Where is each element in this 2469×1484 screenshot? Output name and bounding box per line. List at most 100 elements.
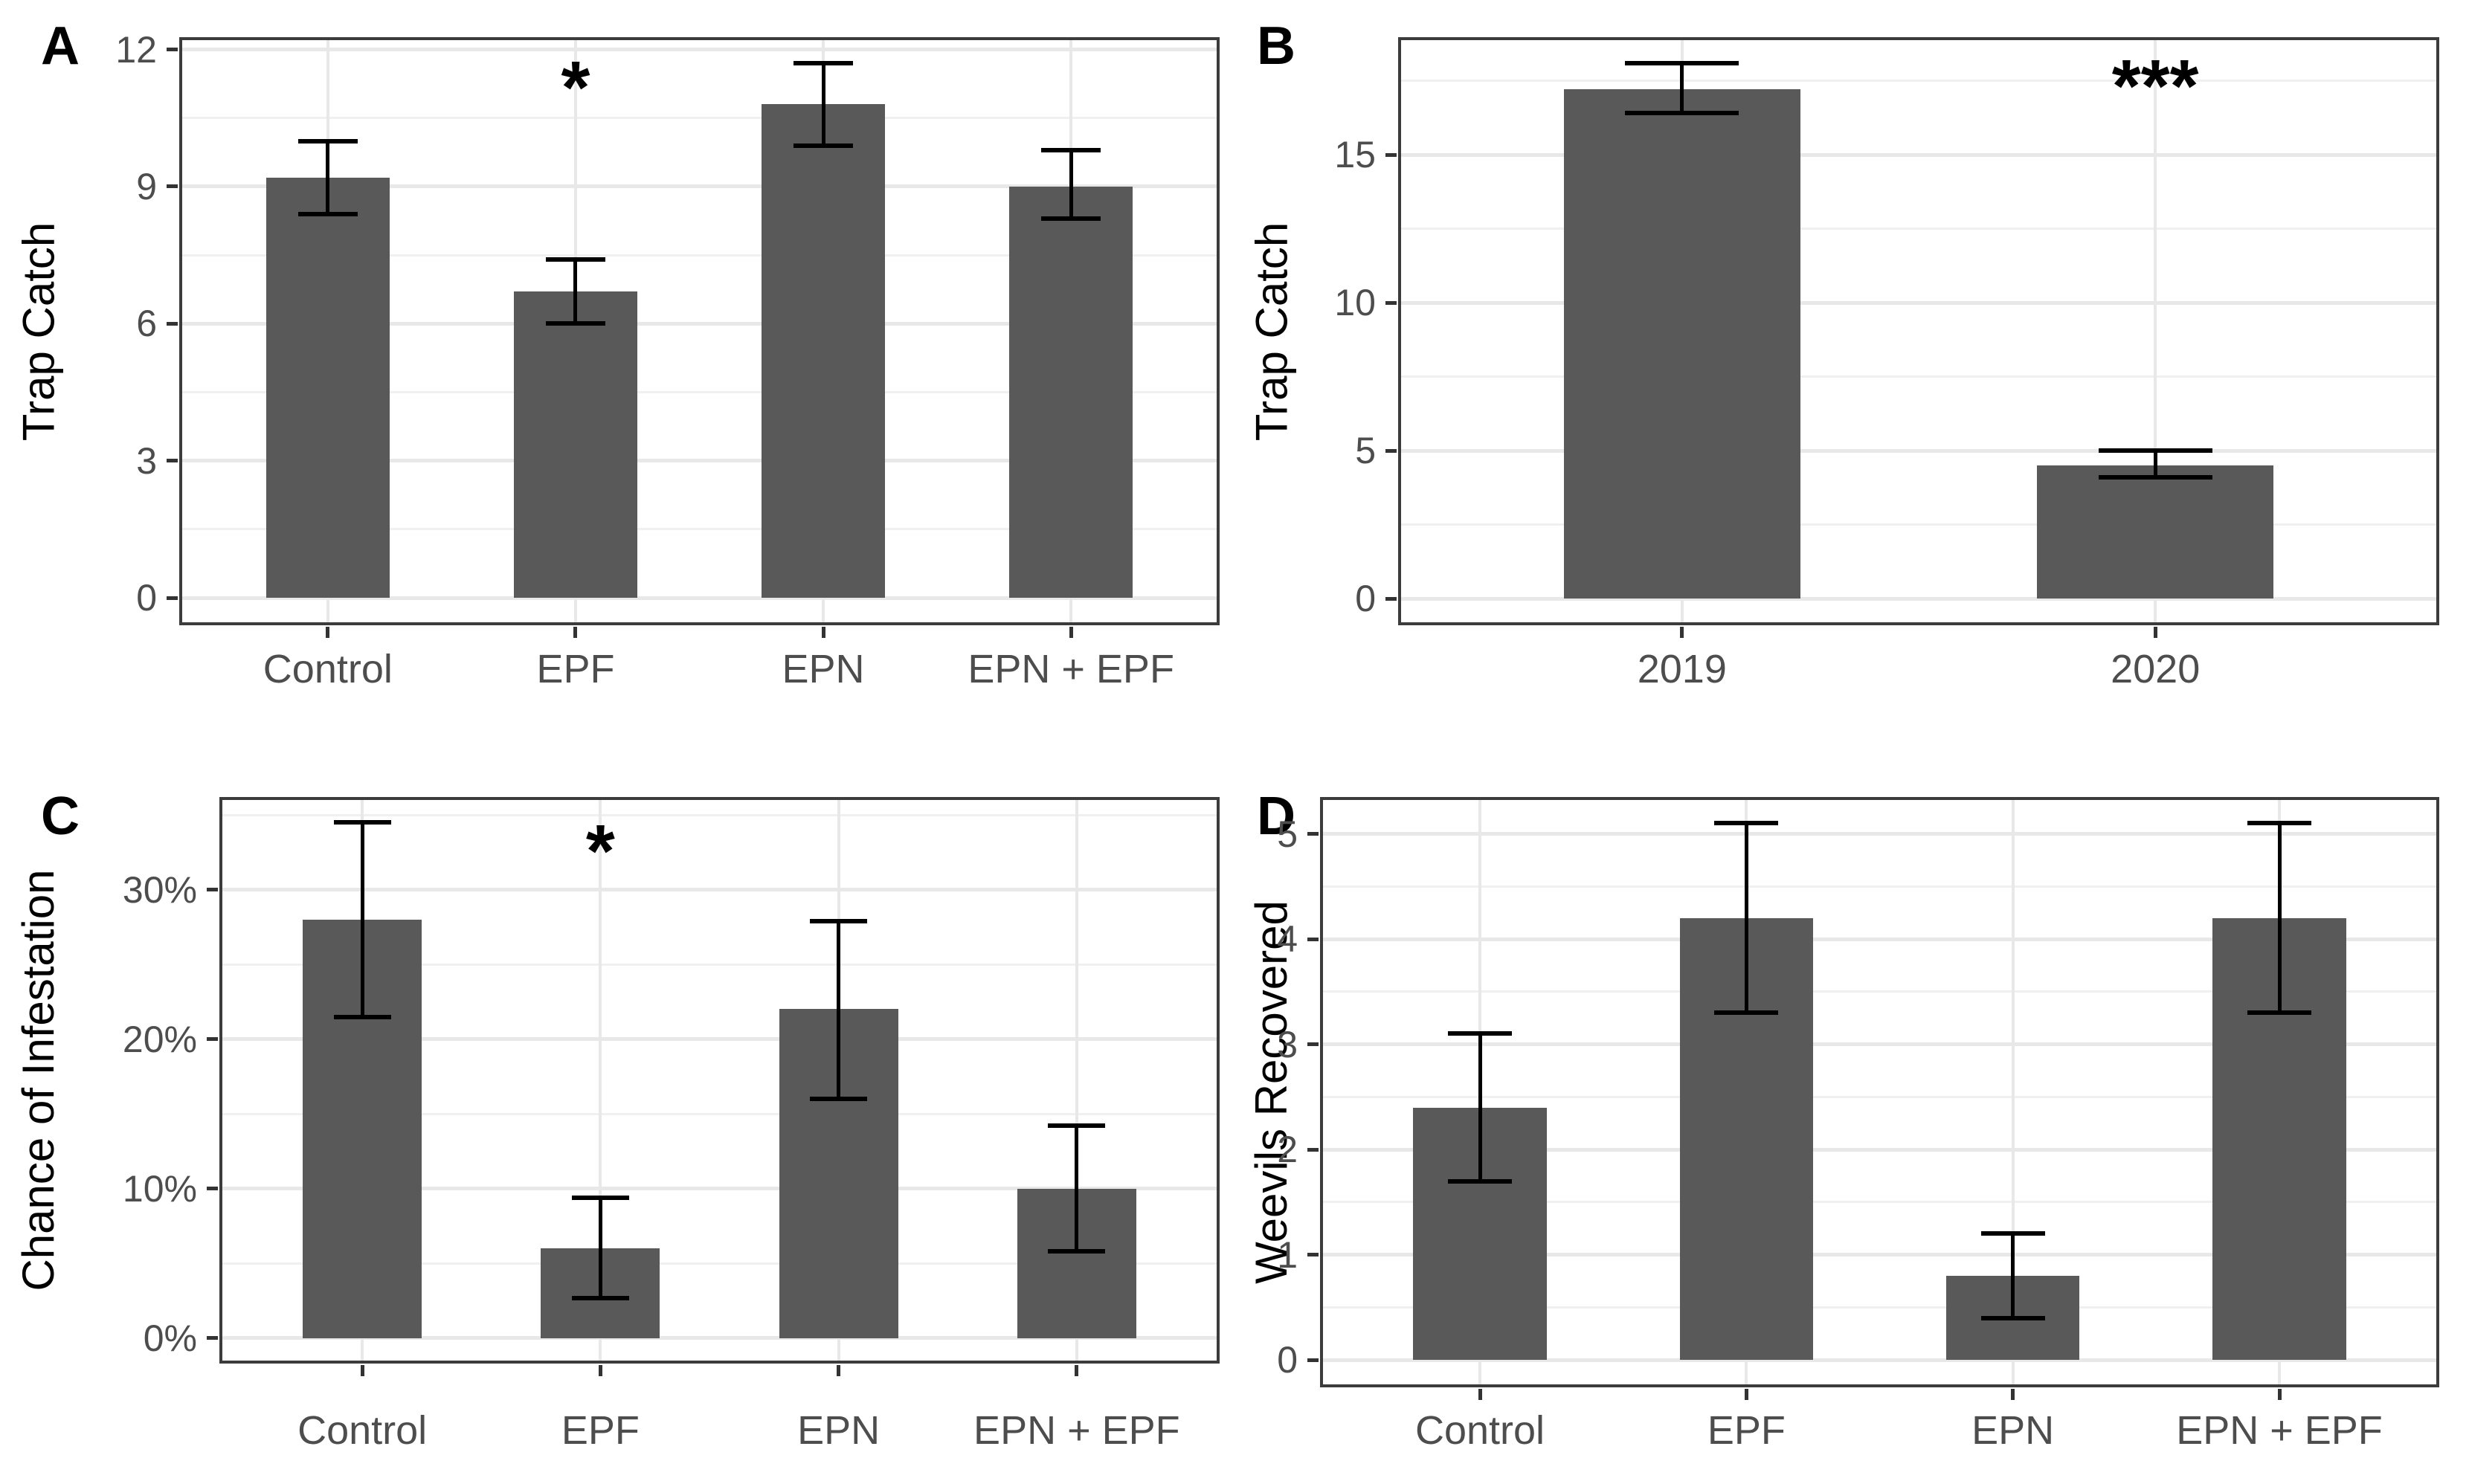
gridline-minor-c [219, 1112, 1220, 1115]
bar-control-a [265, 177, 390, 599]
gridline-major-a [179, 459, 1220, 463]
error-bar-cap-bottom-control-a [297, 211, 358, 216]
x-category-label-c: Control [297, 1408, 428, 1453]
y-tick-label-b: 15 [1334, 134, 1376, 176]
gridline-major-c [219, 1336, 1220, 1341]
y-axis-title-d: Weevils Recovered [1246, 900, 1296, 1284]
x-category-label-d: EPF [1707, 1408, 1786, 1453]
gridline-vertical-c [599, 797, 602, 1364]
error-bar-cap-top-epn-epf-d [2247, 821, 2311, 826]
y-tick-label-d: 3 [1277, 1023, 1298, 1065]
gridline-minor-b [1398, 375, 2439, 378]
error-bar-line-epf-a [573, 259, 578, 324]
x-axis-tick-a [821, 627, 825, 638]
y-axis-tick-a [167, 596, 178, 600]
gridline-minor-a [179, 391, 1220, 394]
y-axis-tick-c [207, 1037, 218, 1042]
bar-2020-b [2037, 465, 2274, 599]
error-bar-cap-bottom-epn-epf-c [1048, 1249, 1106, 1254]
gridline-minor-d [1320, 885, 2439, 888]
y-tick-label-b: 5 [1355, 430, 1376, 472]
gridline-major-d [1320, 1042, 2439, 1047]
gridline-minor-d [1320, 1095, 2439, 1098]
y-axis-tick-a [167, 48, 178, 52]
error-bar-line-2019-b [1680, 62, 1684, 114]
gridline-vertical-c [1075, 797, 1078, 1364]
y-tick-label-c: 30% [122, 868, 197, 911]
y-tick-label-c: 10% [122, 1167, 197, 1210]
error-bar-cap-top-2020-b [2098, 448, 2212, 454]
y-tick-label-a: 6 [136, 303, 157, 345]
bar-2019-b [1563, 89, 1800, 599]
y-axis-tick-a [167, 184, 178, 189]
gridline-major-a [179, 596, 1220, 600]
x-category-label-c: EPN + EPF [973, 1408, 1180, 1453]
x-axis-tick-d [2277, 1389, 2282, 1400]
gridline-major-b [1398, 596, 2439, 601]
y-axis-tick-a [167, 459, 178, 463]
gridline-minor-d [1320, 1306, 2439, 1309]
error-bar-cap-bottom-control-d [1448, 1178, 1512, 1184]
error-bar-line-epn-epf-a [1069, 149, 1073, 219]
x-category-label-d: EPN [1971, 1408, 2055, 1453]
bar-epn-epf-a [1008, 186, 1133, 599]
x-category-label-d: Control [1414, 1408, 1545, 1453]
y-axis-title-b: Trap Catch [1246, 222, 1296, 441]
gridline-major-a [179, 321, 1220, 326]
x-category-label-a: EPF [536, 647, 615, 691]
x-axis-tick-d [1744, 1389, 1748, 1400]
error-bar-line-2020-b [2153, 451, 2157, 477]
error-bar-cap-top-epn-epf-a [1041, 147, 1101, 152]
y-tick-label-c: 0% [143, 1317, 197, 1359]
error-bar-cap-bottom-epf-d [1714, 1010, 1779, 1016]
gridline-major-b [1398, 152, 2439, 157]
error-bar-cap-top-epf-d [1714, 821, 1779, 826]
x-axis-tick-c [837, 1365, 841, 1376]
x-category-label-b: 2019 [1637, 647, 1727, 691]
y-tick-label-a: 0 [136, 577, 157, 619]
y-axis-tick-d [1307, 832, 1319, 836]
x-axis-tick-c [1075, 1365, 1079, 1376]
y-axis-tick-a [167, 321, 178, 326]
gridline-minor-b [1398, 228, 2439, 230]
y-axis-tick-c [207, 1336, 218, 1341]
plot-area-d [1320, 797, 2439, 1387]
gridline-minor-b [1398, 523, 2439, 526]
y-axis-tick-d [1307, 937, 1319, 941]
error-bar-cap-bottom-epn-epf-a [1041, 216, 1101, 221]
x-category-label-a: Control [263, 647, 393, 691]
gridline-vertical-b [2154, 37, 2157, 625]
y-tick-label-c: 20% [122, 1018, 197, 1060]
error-bar-cap-bottom-epf-c [571, 1295, 629, 1300]
gridline-minor-a [179, 254, 1220, 257]
y-tick-label-a: 9 [136, 165, 157, 207]
error-bar-cap-top-epn-epf-c [1048, 1123, 1106, 1129]
y-axis-tick-d [1307, 1042, 1319, 1047]
bar-epf-a [513, 291, 638, 599]
y-tick-label-d: 5 [1277, 813, 1298, 855]
error-bar-cap-bottom-epn-d [1980, 1315, 2045, 1320]
error-bar-cap-bottom-epf-a [545, 321, 605, 326]
x-axis-tick-b [1680, 627, 1684, 638]
x-category-label-b: 2020 [2111, 647, 2201, 691]
significance-annotation-c: * [585, 810, 615, 894]
error-bar-cap-top-2019-b [1625, 60, 1739, 65]
x-axis-tick-c [360, 1365, 364, 1376]
y-axis-tick-c [207, 1187, 218, 1191]
y-tick-label-a: 3 [136, 439, 157, 482]
significance-annotation-a: * [561, 46, 590, 130]
x-axis-tick-d [1478, 1389, 1482, 1400]
error-bar-line-control-d [1478, 1033, 1482, 1181]
x-axis-tick-a [573, 627, 578, 638]
y-axis-tick-c [207, 888, 218, 892]
gridline-major-b [1398, 300, 2439, 305]
gridline-minor-a [179, 117, 1220, 120]
gridline-major-a [179, 184, 1220, 189]
gridline-major-d [1320, 937, 2439, 941]
error-bar-cap-bottom-2020-b [2098, 474, 2212, 480]
plot-area-b [1398, 37, 2439, 625]
y-axis-tick-b [1385, 448, 1397, 453]
error-bar-cap-top-control-d [1448, 1031, 1512, 1036]
error-bar-cap-bottom-epn-a [794, 143, 853, 148]
